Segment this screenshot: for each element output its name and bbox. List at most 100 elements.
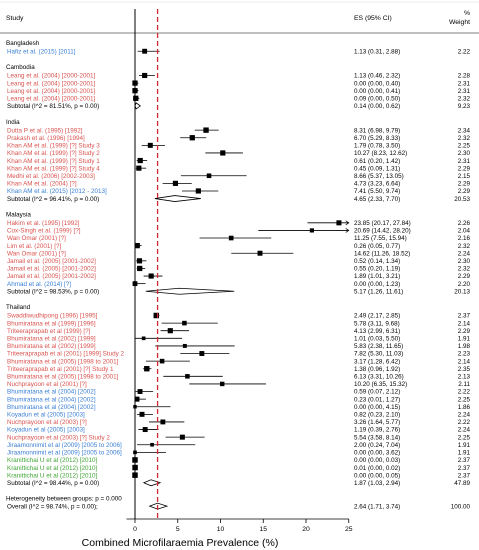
study-point [136,165,142,171]
study-point [134,242,140,249]
study-label: Bhumiratana et al (2002) [1999] [7,343,96,350]
study-es: 0.82 (0.23, 2.10) [354,412,400,419]
study-point [199,351,205,356]
group-label: Malaysia [6,212,31,219]
study-label: Khan AM et al. (1999) [?] Study 1 [7,158,100,165]
group-label: India [6,119,20,126]
study-es: 0.52 (0.14, 1.34) [354,258,400,265]
study-es: 0.00 (0.00, 0.03) [354,457,400,464]
subtotal-es: 1.87 (1.03, 2.94) [354,480,400,487]
study-label: Nuchprayoon et al (2001) [?] [7,381,87,388]
study-es: 8.31 (6.98, 9.79) [354,127,400,134]
study-point [133,405,137,409]
header-weight: Weight [449,19,470,26]
study-point [144,366,150,372]
study-es: 0.45 (0.09, 1.31) [354,165,400,172]
study-label: Jamail et al. (2005) [2001-2002] [7,258,96,265]
study-weight: 2.20 [458,281,471,288]
study-point [179,434,185,440]
study-weight: 2.29 [458,328,471,335]
study-point [133,450,137,455]
study-es: 3.17 (1.28, 6.42) [354,358,400,365]
study-label: Kranittichai U et al (2012) [2010] [7,472,98,479]
study-es: 0.00 (0.00, 0.40) [354,80,400,87]
study-es: 0.59 (0.07, 2.12) [354,389,400,396]
study-weight: 2.35 [458,366,471,373]
study-point [137,389,143,394]
subtotal-label: Subtotal (I^2 = 81.51%, p = 0.00) [7,103,99,110]
study-label: Hakim et al. (1995) [1992] [7,220,80,227]
study-weight: 2.26 [458,220,471,227]
study-label: Koyadun et al (2005) [2003] [7,412,85,419]
study-label: Khan AM et al. (2004) [?] [7,181,77,188]
study-label: Bhumiratana et al (2004) [2002] [7,389,96,396]
study-es: 7.41 (5.50, 9.74) [354,188,400,195]
study-es: 1.01 (0.03, 5.50) [354,336,400,343]
group-label: Thailand [6,304,31,311]
subtotal-weight: 47.89 [454,480,470,487]
x-tick-label: 5 [176,526,180,533]
study-point [134,396,140,402]
overall-weight: 100.00 [451,503,471,510]
study-label: Dutta P et al. (1995) [1992] [7,127,83,134]
study-weight: 1.91 [458,450,471,457]
subtotal-diamond [142,479,162,487]
study-es: 1.13 (0.31, 2.88) [354,48,400,55]
study-label: Hafiz et al. (2015) [2011] [7,48,76,55]
study-point [206,173,212,179]
x-tick-label: 15 [259,526,267,533]
study-label: Bhumiratana et al (2004) [2002] [7,396,96,403]
study-point [172,180,179,186]
study-es: 10.27 (8.23, 12.62) [354,150,407,157]
study-label: Khan AM et al. (1999) [?] Study 2 [7,150,100,157]
study-point [309,228,314,233]
header-weight-symbol: % [464,10,470,17]
study-weight: 2.32 [458,95,471,102]
study-point [228,235,234,241]
study-point [142,427,148,433]
subtotal-label: Subtotal (I^2 = 98.53%, p = 0.00) [7,288,99,295]
subtotal-diamond [134,102,141,110]
study-weight: 2.28 [458,73,471,80]
study-point [132,80,138,86]
subtotal-es: 0.14 (0.00, 0.62) [354,103,400,110]
study-label: Wan Omar (2001) [?] [7,235,66,242]
study-es: 7.82 (5.30, 11.03) [354,351,403,358]
study-weight: 2.37 [458,472,471,479]
study-point [153,312,160,319]
study-es: 1.89 (1.01, 3.21) [354,273,400,280]
study-weight: 2.16 [458,235,471,242]
study-weight: 2.15 [458,173,471,180]
study-point [132,457,138,463]
study-es: 5.78 (3.11, 9.68) [354,320,400,327]
study-label: Jamail et al. (2005) [2001-2002] [7,266,96,273]
study-weight: 2.23 [458,351,471,358]
header-es: ES (95% CI) [354,15,392,22]
study-point [182,343,187,348]
study-weight: 2.29 [458,273,471,280]
study-point [137,157,143,164]
study-point [167,328,173,334]
study-es: 3.26 (1.64, 5.77) [354,419,400,426]
study-label: Jamail et al. (2005) [2001-2002] [7,273,96,280]
study-label: Leang et al. (2004) [2000-2001] [7,80,95,87]
study-es: 10.20 (6.35, 15.32) [354,381,407,388]
study-es: 1.13 (0.46, 2.32) [354,73,400,80]
study-label: Triteeraprapab et al (2001) [?] Study 1 [7,366,114,373]
subtotal-weight: 9.23 [458,103,471,110]
study-weight: 2.37 [458,465,471,472]
study-weight: 2.32 [458,135,471,142]
study-label: Kranittichai U et al (2012) [2010] [7,465,98,472]
study-es: 23.85 (20.17, 27.84) [354,220,411,227]
study-point [136,258,143,264]
study-es: 11.25 (7.55, 15.94) [354,235,407,242]
study-es: 5.83 (2.38, 11.65) [354,343,403,350]
x-axis-title: Combined Microfilaraemia Prevalence (%) [82,537,279,549]
study-weight: 2.30 [458,258,471,265]
study-weight: 2.25 [458,396,471,403]
study-label: Khan AM et al. (2015) [2012 - 2013] [7,188,107,195]
subtotal-es: 5.17 (1.26, 11.61) [354,288,403,295]
study-weight: 2.37 [458,313,471,320]
study-weight: 2.32 [458,243,471,250]
study-point [150,442,154,447]
